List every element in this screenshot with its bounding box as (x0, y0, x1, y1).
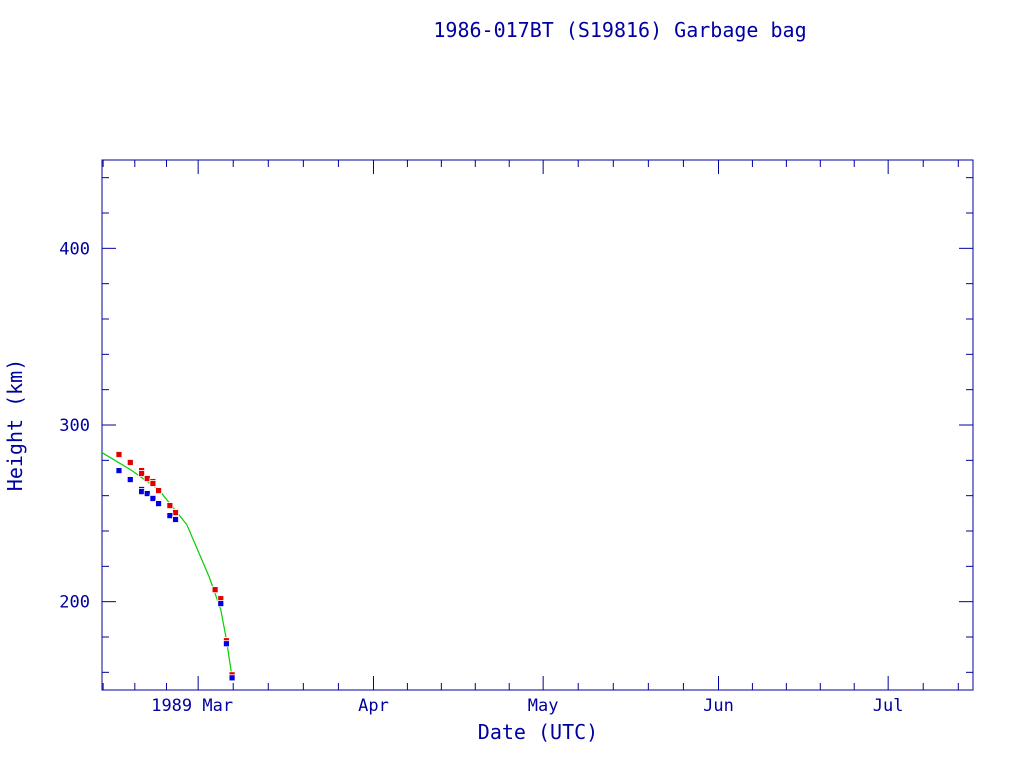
x-tick-label: Apr (358, 696, 389, 716)
data-point (228, 674, 236, 682)
data-point (115, 467, 123, 474)
chart-title: 1986-017BT (S19816) Garbage bag (433, 18, 806, 42)
y-tick-label: 200 (59, 593, 90, 613)
data-point (223, 640, 230, 648)
x-axis-label: Date (UTC) (478, 720, 598, 744)
x-tick-label: May (528, 696, 559, 716)
data-point (126, 459, 134, 466)
y-tick-label: 400 (59, 239, 90, 259)
data-point (166, 502, 174, 509)
plot-frame (101, 159, 974, 691)
data-point (172, 509, 179, 517)
data-point (126, 476, 134, 483)
x-tick-label: Jun (703, 696, 734, 716)
data-point (217, 600, 225, 608)
fit-curve (101, 452, 233, 678)
y-tick-labels: 200 300 400 (59, 239, 90, 612)
y-tick-label: 300 (59, 416, 90, 436)
data-point (155, 500, 162, 508)
data-point (115, 451, 123, 458)
x-tick-labels: 1989 Mar Apr May Jun Jul (151, 696, 903, 716)
x-tick-label: 1989 Mar (151, 696, 233, 716)
data-point (166, 512, 174, 520)
data-point (155, 487, 162, 494)
data-point (143, 490, 151, 497)
x-tick-label: Jul (873, 696, 904, 716)
data-point (172, 516, 179, 523)
y-axis-label: Height (km) (3, 359, 27, 491)
data-point (149, 480, 157, 487)
data-point (138, 470, 145, 477)
data-marks (101, 451, 236, 682)
data-point (211, 586, 219, 594)
data-point (149, 495, 157, 502)
axis-ticks (102, 160, 973, 690)
data-point (143, 475, 151, 482)
data-point (138, 488, 145, 496)
